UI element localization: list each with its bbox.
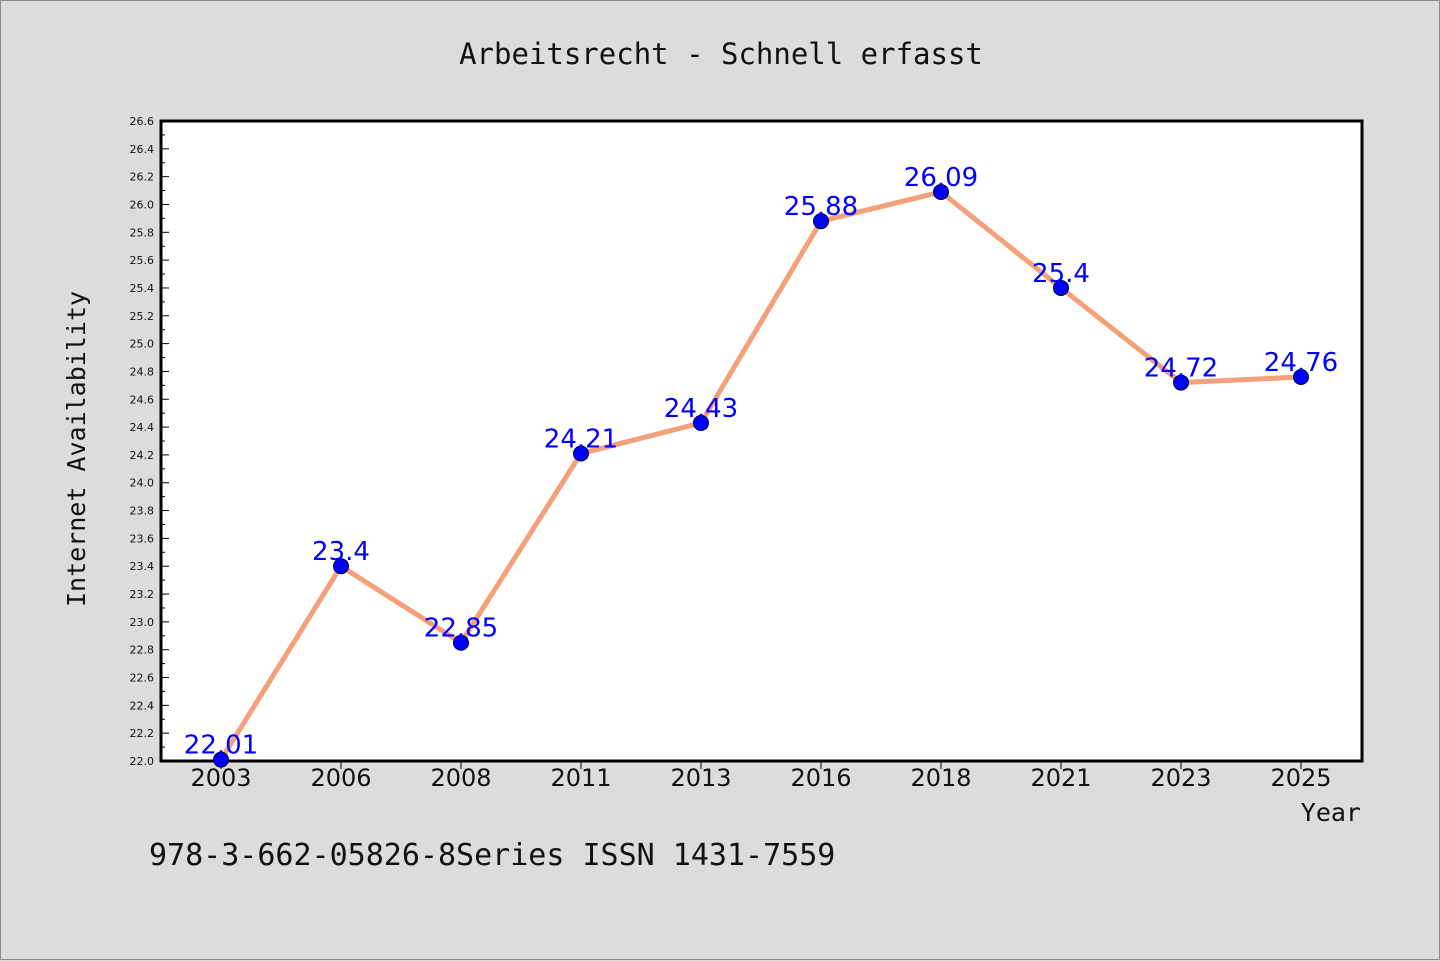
- y-tick-label: 23.0: [130, 616, 155, 629]
- data-point-marker: [1293, 369, 1309, 385]
- y-tick-label: 25.4: [130, 282, 155, 295]
- y-tick-label: 22.8: [130, 644, 155, 657]
- y-tick-label: 26.2: [130, 171, 155, 184]
- y-tick-label: 24.4: [130, 421, 155, 434]
- data-point-marker: [333, 558, 349, 575]
- data-point-marker: [693, 414, 709, 431]
- y-tick-label: 25.6: [130, 254, 155, 267]
- y-axis-label: Internet Availability: [62, 291, 91, 607]
- x-tick-label: 2025: [1270, 764, 1331, 792]
- y-tick-label: 23.8: [130, 505, 155, 518]
- chart-title: Arbeitsrecht - Schnell erfasst: [459, 37, 983, 71]
- y-tick-label: 23.2: [130, 588, 155, 601]
- data-labels: 22.01 23.4 22.85 24.21 24.43 25.88 26.09 25.4 24…: [184, 163, 1338, 761]
- data-label: 26.09: [904, 163, 978, 193]
- x-tick-label: 2021: [1030, 764, 1091, 792]
- plot-area: [159, 119, 1364, 763]
- data-label: 24.43: [664, 394, 738, 424]
- y-tick-label: 26.0: [130, 198, 155, 211]
- data-label: 23.4: [312, 537, 370, 567]
- y-tick-label: 26.6: [130, 115, 155, 128]
- data-point-marker: [453, 634, 469, 651]
- y-tick-label: 22.6: [130, 672, 155, 685]
- x-tick-label: 2003: [190, 764, 251, 792]
- y-tick-label: 22.2: [130, 727, 155, 740]
- y-tick-label: 24.0: [130, 477, 155, 490]
- y-tick-label: 23.4: [130, 560, 155, 573]
- x-tick-label: 2018: [910, 764, 971, 792]
- y-tick-label: 25.0: [130, 338, 155, 351]
- data-point-marker: [1173, 374, 1189, 391]
- y-tick-label: 25.2: [130, 310, 155, 323]
- y-tick-label: 22.0: [130, 755, 155, 768]
- x-tick-label: 2023: [1150, 764, 1211, 792]
- data-label: 24.21: [544, 425, 618, 455]
- x-tick-label: 2008: [430, 764, 491, 792]
- data-point-marker: [933, 183, 949, 200]
- x-axis: 2003 2006 2008 2011 2013 2016 2018 2021 2023 2025: [190, 761, 1332, 792]
- data-label: 22.01: [184, 731, 258, 761]
- data-label: 22.85: [424, 614, 498, 644]
- data-label: 24.76: [1264, 348, 1338, 378]
- series-line: [218, 189, 1304, 763]
- data-points: [213, 183, 1309, 768]
- data-label: 25.88: [784, 192, 858, 222]
- data-point-marker: [213, 751, 229, 768]
- series-line-group: [218, 189, 1304, 763]
- y-tick-label: 24.6: [130, 393, 155, 406]
- y-tick-label: 22.4: [130, 699, 155, 712]
- y-tick-label: 25.8: [130, 226, 155, 239]
- x-axis-label: Year: [1301, 798, 1361, 827]
- x-tick-label: 2006: [310, 764, 371, 792]
- data-point-marker: [573, 445, 589, 462]
- y-tick-label: 24.2: [130, 449, 155, 462]
- x-tick-label: 2013: [670, 764, 731, 792]
- data-point-marker: [813, 213, 829, 230]
- footer-isbn-issn: 978-3-662-05826-8Series ISSN 1431-7559: [149, 838, 835, 873]
- y-tick-label: 24.8: [130, 365, 155, 378]
- data-label: 24.72: [1144, 354, 1218, 384]
- x-tick-label: 2016: [790, 764, 851, 792]
- y-tick-label: 23.6: [130, 532, 155, 545]
- x-tick-label: 2011: [550, 764, 611, 792]
- data-label: 25.4: [1032, 259, 1090, 289]
- data-point-marker: [1053, 279, 1069, 296]
- y-tick-label: 26.4: [130, 143, 155, 156]
- y-axis: 22.0 22.2 22.4 22.6 22.8 23.0 23.2 23.4 23.6 23.8…: [130, 115, 169, 768]
